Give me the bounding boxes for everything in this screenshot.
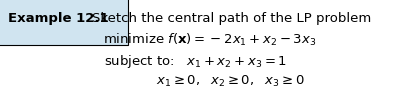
Text: minimize $f(\mathbf{x}) = -2x_1 + x_2 - 3x_3$: minimize $f(\mathbf{x}) = -2x_1 + x_2 - … — [103, 32, 317, 48]
Text: Sketch the central path of the LP problem: Sketch the central path of the LP proble… — [92, 12, 371, 25]
Text: $x_1 \geq 0,\ \ x_2 \geq 0,\ \ x_3 \geq 0$: $x_1 \geq 0,\ \ x_2 \geq 0,\ \ x_3 \geq … — [156, 74, 304, 89]
Text: Example 12.1: Example 12.1 — [8, 12, 109, 25]
Text: subject to:   $x_1 + x_2 + x_3 = 1$: subject to: $x_1 + x_2 + x_3 = 1$ — [103, 53, 286, 70]
